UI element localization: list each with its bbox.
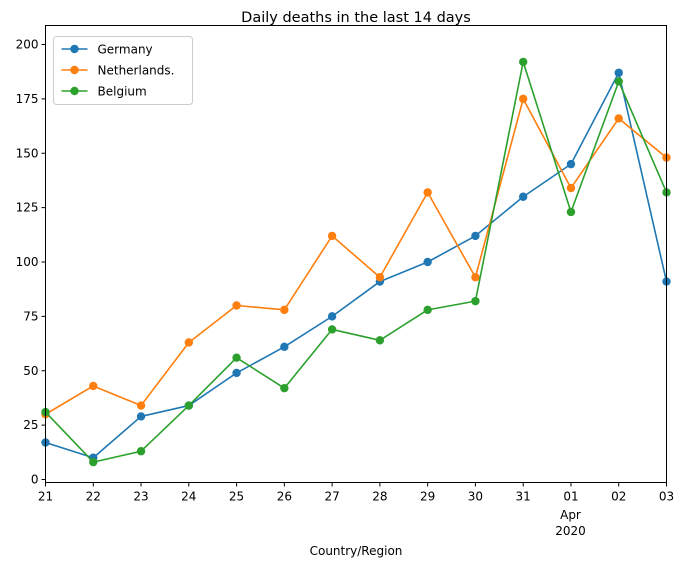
data-point	[232, 301, 241, 310]
data-point	[280, 305, 289, 315]
series-2	[41, 57, 671, 467]
data-point	[423, 305, 432, 315]
x-tick-label: 03	[659, 490, 674, 504]
data-point	[136, 412, 146, 421]
data-point	[184, 401, 194, 410]
data-point	[566, 183, 576, 193]
x-tick-label: 29	[420, 490, 435, 504]
x-tick-label: 25	[229, 490, 244, 504]
y-axis: 0 25 50 75 100 125 150 175 200	[16, 38, 46, 487]
data-point	[518, 192, 528, 201]
data-point	[280, 383, 289, 393]
x-tick-label: 27	[324, 490, 339, 504]
legend-swatch-marker	[70, 44, 79, 54]
x-tick-label: 31	[516, 490, 531, 504]
data-point	[423, 188, 432, 197]
data-point	[471, 231, 480, 241]
data-point	[375, 273, 385, 282]
series-1	[41, 94, 671, 419]
x-tick-label: 26	[277, 490, 292, 504]
y-tick-label: 75	[23, 309, 38, 323]
data-point	[471, 273, 480, 282]
y-tick-label: 25	[23, 418, 38, 432]
legend: Germany Netherlands. Belgium	[53, 36, 193, 105]
legend-swatch-marker	[70, 65, 79, 75]
legend-label: Netherlands.	[98, 64, 175, 78]
plot-frame	[45, 25, 667, 483]
legend-box	[53, 36, 193, 105]
data-point	[232, 353, 241, 362]
legend-label: Germany	[98, 43, 153, 57]
x-tick-label: 01	[563, 490, 578, 504]
data-point	[280, 342, 289, 352]
data-point	[232, 368, 241, 378]
x-tick-label: 30	[468, 490, 483, 504]
data-point	[327, 231, 337, 241]
data-point	[518, 57, 528, 67]
data-point	[327, 312, 337, 321]
x-tick-label: 22	[86, 490, 101, 504]
data-point	[89, 381, 98, 391]
series-line	[45, 71, 668, 459]
data-point	[136, 447, 146, 456]
data-point	[614, 114, 623, 123]
plot-series-layer	[41, 57, 671, 467]
data-point	[614, 68, 623, 77]
x-tick-label: 21	[38, 490, 53, 504]
x-tick-label: 24	[181, 490, 196, 504]
x-month-label: Apr	[560, 508, 581, 522]
y-tick-label: 0	[31, 473, 39, 487]
y-tick-label: 175	[16, 92, 39, 106]
data-point	[184, 338, 194, 347]
series-line	[45, 98, 668, 415]
data-point	[423, 257, 432, 267]
data-point	[518, 94, 528, 104]
data-point	[566, 159, 576, 169]
legend-label: Belgium	[98, 85, 147, 99]
x-tick-label: 28	[372, 490, 387, 504]
data-point	[136, 401, 146, 410]
series-line	[44, 61, 668, 463]
x-axis: 21 22 23 24 25 26 27 28 29 30 31 01 02 03	[38, 482, 674, 504]
y-tick-label: 150	[16, 146, 39, 160]
data-point	[375, 336, 385, 345]
data-point	[89, 457, 98, 467]
y-tick-label: 200	[16, 38, 39, 52]
chart-title: Daily deaths in the last 14 days	[241, 10, 471, 26]
data-point	[566, 207, 576, 217]
data-point	[614, 77, 623, 86]
x-axis-label: Country/Region	[310, 544, 403, 558]
y-tick-label: 100	[16, 255, 39, 269]
data-point	[327, 325, 337, 334]
x-tick-label: 23	[133, 490, 148, 504]
legend-swatch-marker	[70, 86, 79, 96]
x-tick-label: 02	[611, 490, 626, 504]
y-tick-label: 50	[23, 364, 38, 378]
x-year-label: 2020	[555, 524, 586, 538]
data-point	[471, 296, 480, 306]
y-tick-label: 125	[16, 201, 39, 215]
